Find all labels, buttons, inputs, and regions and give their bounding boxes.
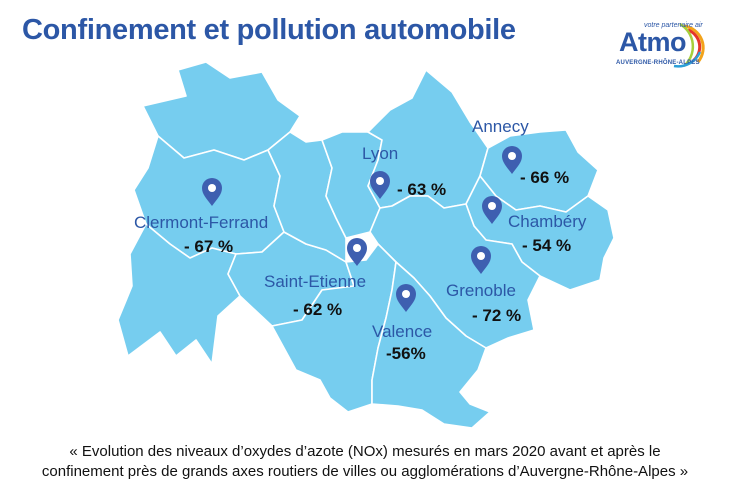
city-label-clermont-ferrand: Clermont-Ferrand <box>134 213 269 232</box>
caption-line-2: confinement près de grands axes routiers… <box>41 463 689 480</box>
caption: « Evolution des niveaux d’oxydes d’azote… <box>0 442 730 482</box>
city-change-clermont-ferrand: - 67 % <box>184 237 234 256</box>
city-label-chambery: Chambéry <box>508 212 587 231</box>
map-pins <box>202 146 522 312</box>
pin-lyon-icon <box>370 171 390 199</box>
pin-clermont-ferrand-icon <box>202 178 222 206</box>
caption-line-1: « Evolution des niveaux d’oxydes d’azote… <box>69 443 661 460</box>
department-ardeche <box>271 243 397 413</box>
pin-valence-icon <box>396 284 416 312</box>
logo-region: AUVERGNE-RHÔNE-ALPES <box>616 60 700 66</box>
pin-annecy-icon <box>502 146 522 174</box>
city-label-annecy: Annecy <box>472 117 529 136</box>
region-map <box>117 61 615 429</box>
pin-grenoble-icon <box>471 246 491 274</box>
logo-tagline: votre partenaire air <box>644 22 703 29</box>
city-change-lyon: - 63 % <box>397 180 447 199</box>
city-change-saint-etienne: - 62 % <box>293 300 343 319</box>
logo-wordmark: Atmo <box>619 27 687 57</box>
page-title: Confinement et pollution automobile <box>22 14 516 46</box>
city-label-grenoble: Grenoble <box>446 281 516 300</box>
city-label-saint-etienne: Saint-Etienne <box>264 272 367 291</box>
department-cantal <box>117 223 241 365</box>
city-label-lyon: Lyon <box>362 144 399 163</box>
pin-saint-etienne-icon <box>347 238 367 266</box>
city-change-valence: -56% <box>386 344 426 363</box>
logo-arcs-icon <box>673 22 705 68</box>
city-change-annecy: - 66 % <box>520 168 570 187</box>
pin-chambery-icon <box>482 196 502 224</box>
city-change-chambery: - 54 % <box>522 236 572 255</box>
city-label-valence: Valence <box>372 322 433 341</box>
city-change-grenoble: - 72 % <box>472 306 522 325</box>
atmo-logo: votre partenaire air Atmo AUVERGNE-RHÔNE… <box>614 22 714 68</box>
